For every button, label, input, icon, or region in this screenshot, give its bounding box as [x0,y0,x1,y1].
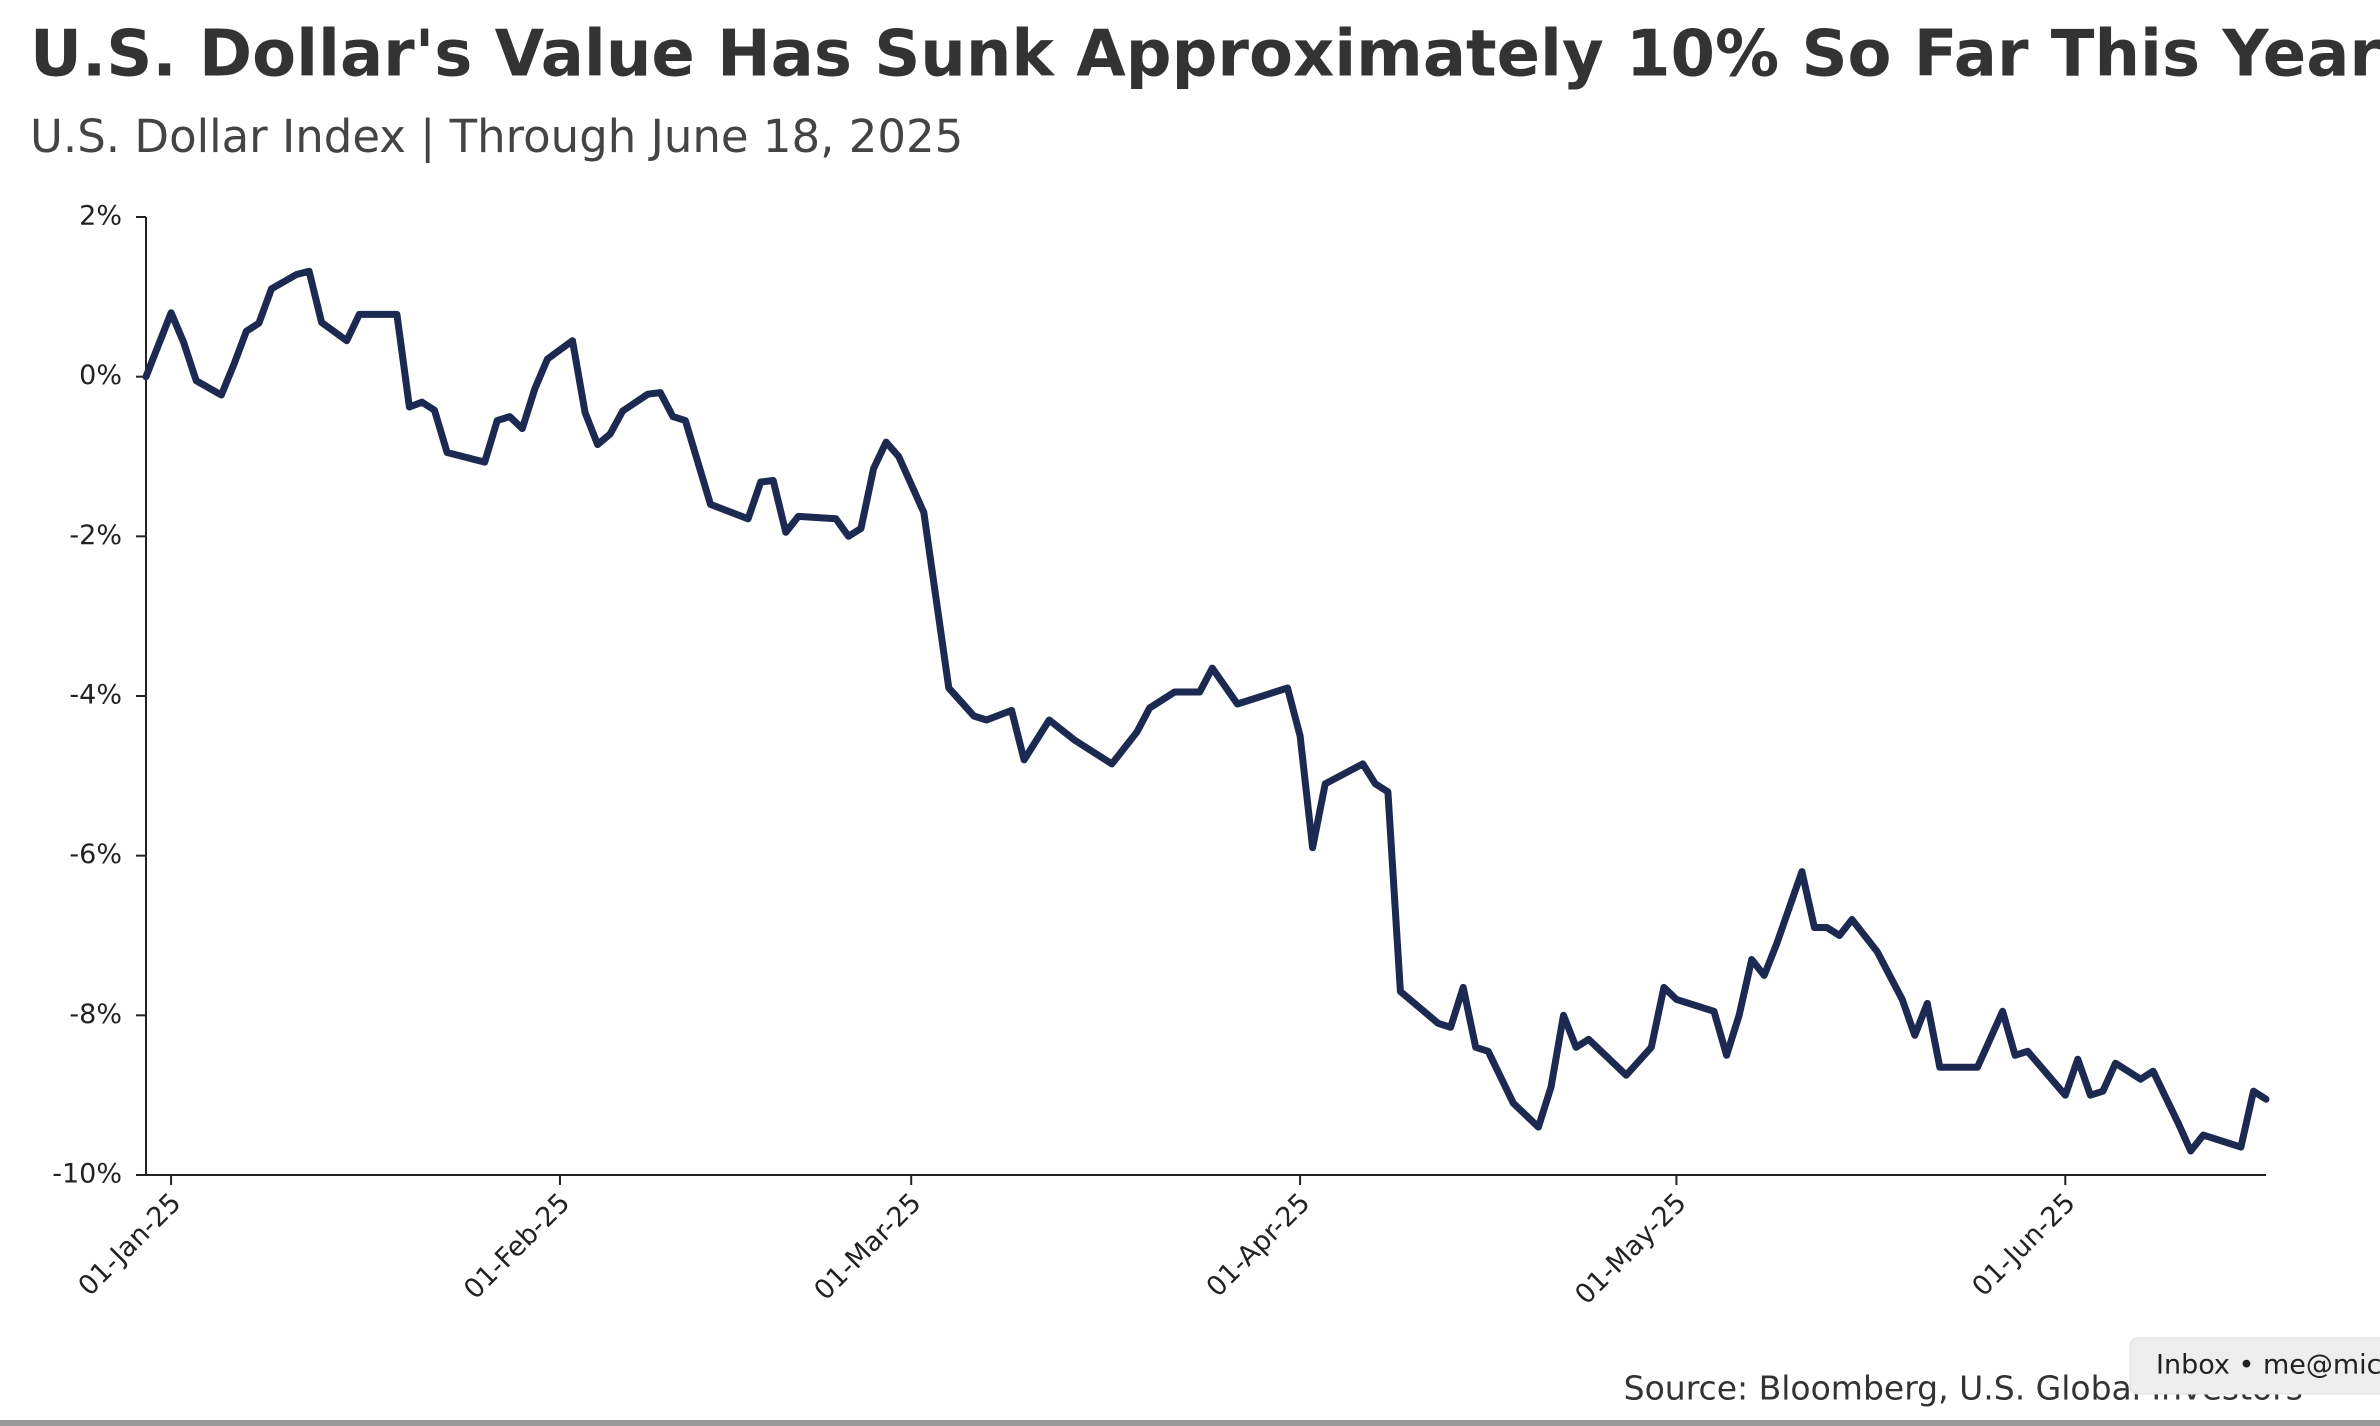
y-tick-label: 2% [79,201,122,232]
chart-subtitle: U.S. Dollar Index | Through June 18, 202… [30,110,963,163]
y-tick-label: -8% [69,999,122,1030]
chart-title: U.S. Dollar's Value Has Sunk Approximate… [30,18,2380,92]
x-tick-label: 01-Jun-25 [1966,1187,2081,1302]
bottom-bar [0,1420,2380,1426]
x-tick-label: 01-Jan-25 [73,1187,188,1302]
y-tick-label: 0% [79,360,122,391]
x-tick-label: 01-Apr-25 [1201,1187,1317,1303]
overlay-box [2129,1337,2380,1395]
overlay-text: Inbox • me@mich [2156,1350,2380,1381]
y-tick-label: -4% [69,680,122,711]
y-tick-label: -10% [52,1159,122,1190]
data-line [142,267,2270,1155]
x-tick-label: 01-Mar-25 [808,1187,927,1306]
x-tick-label: 01-May-25 [1569,1187,1692,1310]
y-tick-label: -2% [69,520,122,551]
y-tick-label: -6% [69,839,122,870]
x-tick-label: 01-Feb-25 [458,1187,576,1305]
